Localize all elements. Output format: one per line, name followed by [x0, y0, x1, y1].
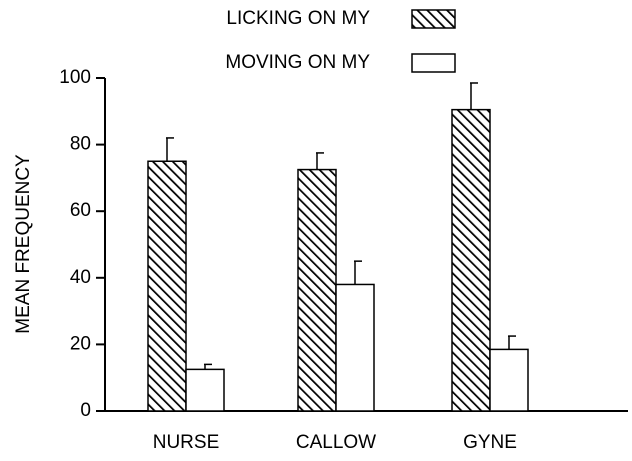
legend-swatch: [411, 9, 456, 29]
y-tick-label: 20: [70, 333, 91, 354]
y-tick-label: 80: [70, 134, 91, 155]
y-tick-label: 40: [70, 267, 91, 288]
bar: [147, 160, 187, 412]
bar: [185, 368, 225, 412]
legend-label: LICKING ON MY: [226, 8, 370, 29]
y-tick-label: 0: [80, 400, 91, 421]
y-axis-label: MEAN FREQUENCY: [13, 154, 34, 334]
bar: [489, 348, 529, 412]
legend-swatch: [411, 53, 456, 73]
y-tick-label: 100: [59, 67, 91, 88]
bar: [335, 283, 375, 412]
x-tick-label: GYNE: [463, 432, 517, 453]
y-tick-label: 60: [70, 200, 91, 221]
bar: [451, 108, 491, 412]
bar: [297, 168, 337, 412]
legend-label: MOVING ON MY: [225, 52, 370, 73]
x-tick-label: CALLOW: [296, 432, 376, 453]
x-tick-label: NURSE: [153, 432, 220, 453]
